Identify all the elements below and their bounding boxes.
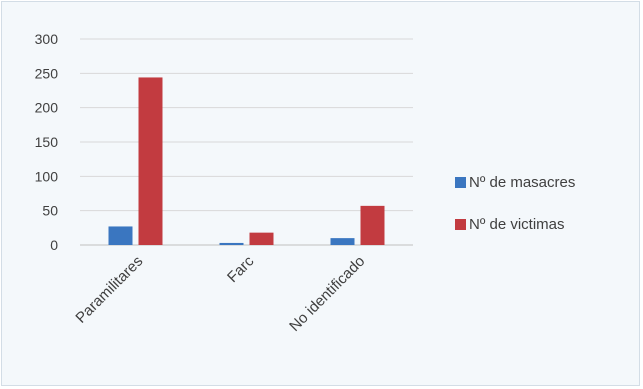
y-axis-ticks: 0 50 100 150 200 250 300	[35, 31, 59, 253]
bars	[108, 77, 385, 245]
bar-victimas-1	[249, 232, 274, 245]
y-tick-label: 200	[35, 100, 59, 116]
y-tick-label: 300	[35, 31, 59, 47]
x-axis-labels: Paramilitares Farc No identificado	[72, 252, 368, 335]
y-tick-label: 150	[35, 134, 59, 150]
x-category-label: Paramilitares	[72, 253, 146, 327]
y-tick-label: 0	[50, 237, 58, 253]
legend-swatch	[455, 219, 466, 230]
legend: Nº de masacres Nº de victimas	[455, 174, 575, 233]
x-category-label: No identificado	[286, 253, 368, 335]
gridlines	[80, 38, 413, 246]
bar-masacres-0	[108, 226, 133, 245]
y-tick-label: 50	[42, 203, 58, 219]
legend-label: Nº de masacres	[469, 174, 575, 191]
bar-victimas-2	[360, 205, 385, 245]
y-tick-label: 100	[35, 168, 59, 184]
x-category-label: Farc	[224, 252, 258, 286]
legend-swatch	[455, 177, 466, 188]
y-tick-label: 250	[35, 65, 59, 81]
bar-masacres-2	[330, 238, 355, 245]
bar-victimas-0	[138, 77, 163, 245]
legend-label: Nº de victimas	[469, 216, 565, 233]
bar-masacres-1	[219, 242, 244, 245]
